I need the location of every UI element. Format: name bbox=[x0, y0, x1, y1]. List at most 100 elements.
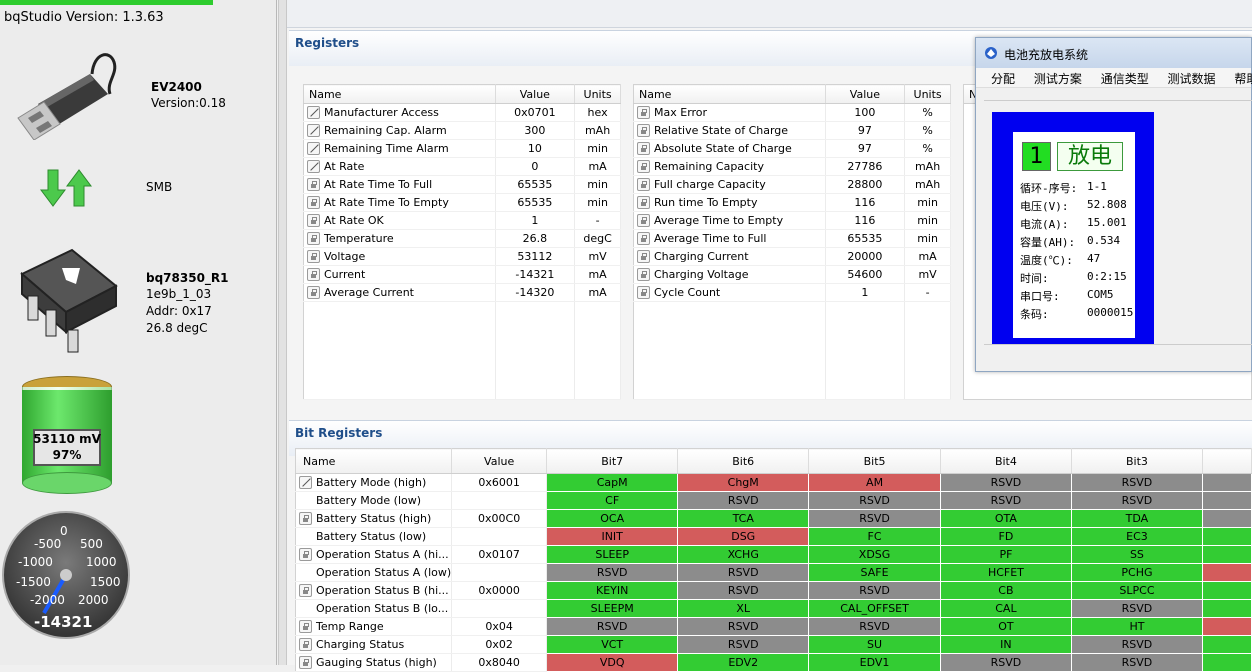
bit-cell: VDQ bbox=[546, 653, 679, 672]
column-header-units[interactable]: Units bbox=[574, 84, 621, 104]
bit-register-row[interactable]: Battery Mode (high) 0x6001 CapM ChgM AM RSVD R… bbox=[295, 473, 1252, 492]
register-row[interactable]: At Rate Time To Full 65535 min bbox=[303, 175, 621, 194]
edit-icon[interactable] bbox=[299, 476, 312, 490]
register-name-cell: Run time To Empty bbox=[633, 193, 826, 212]
bit-register-row[interactable]: Operation Status A (low) RSVD RSVD SAFE HCFE… bbox=[295, 563, 1252, 582]
menu-item-test-data[interactable]: 测试数据 bbox=[1167, 72, 1216, 86]
register-name-cell: Remaining Cap. Alarm bbox=[303, 121, 496, 140]
column-header-units[interactable]: Units bbox=[904, 84, 951, 104]
bit-cell: OT bbox=[940, 617, 1072, 636]
bit-register-row[interactable]: Battery Status (low) INIT DSG FC FD EC3 bbox=[295, 527, 1252, 546]
channel-mode: 放电 bbox=[1057, 142, 1123, 171]
register-row[interactable]: Voltage 53112 mV bbox=[303, 247, 621, 266]
register-row[interactable]: Charging Voltage 54600 mV bbox=[633, 265, 951, 284]
register-row[interactable]: Remaining Capacity 27786 mAh bbox=[633, 157, 951, 176]
edit-icon[interactable] bbox=[307, 160, 320, 174]
register-value[interactable]: 300 bbox=[495, 121, 576, 140]
register-name-cell: Manufacturer Access bbox=[303, 103, 496, 122]
column-header-name[interactable]: Name bbox=[633, 84, 826, 104]
menu-item-help[interactable]: 帮助 bbox=[1234, 72, 1252, 86]
register-name-cell: Charging Current bbox=[633, 247, 826, 266]
register-row[interactable]: Average Time to Full 65535 min bbox=[633, 229, 951, 248]
bit-register-row[interactable]: Battery Status (high) 0x00C0 OCA TCA RSVD OTA… bbox=[295, 509, 1252, 528]
app-icon bbox=[985, 47, 997, 59]
column-header-value[interactable]: Value bbox=[495, 84, 576, 104]
bit-cell: INIT bbox=[546, 527, 679, 546]
register-value: 1 bbox=[495, 211, 576, 230]
chip-icon[interactable] bbox=[12, 246, 124, 356]
edit-icon[interactable] bbox=[307, 124, 320, 138]
bit-register-name-cell: Battery Mode (high) bbox=[295, 473, 453, 492]
bit-register-row[interactable]: Battery Mode (low) CF RSVD RSVD RSVD RSVD bbox=[295, 491, 1252, 510]
edit-icon[interactable] bbox=[307, 142, 320, 156]
ev-version: Version:0.18 bbox=[151, 96, 226, 110]
register-row[interactable]: Average Current -14320 mA bbox=[303, 283, 621, 302]
bit-register-row[interactable]: Temp Range 0x04 RSVD RSVD RSVD OT HT bbox=[295, 617, 1252, 636]
bit-cell: ChgM bbox=[677, 473, 810, 492]
register-value[interactable]: 0x0701 bbox=[495, 103, 576, 122]
column-header-bit3[interactable]: Bit3 bbox=[1071, 448, 1203, 474]
edit-icon[interactable] bbox=[307, 106, 320, 120]
register-row[interactable]: Max Error 100% bbox=[633, 103, 951, 122]
register-name-cell: Full charge Capacity bbox=[633, 175, 826, 194]
menu-item-assign[interactable]: 分配 bbox=[991, 72, 1016, 86]
column-header-bit6[interactable]: Bit6 bbox=[677, 448, 810, 474]
register-row[interactable]: At Rate OK 1- bbox=[303, 211, 621, 230]
register-unit: mV bbox=[574, 247, 621, 266]
bit-cell: CAL_OFFSET bbox=[808, 599, 941, 618]
register-table-2: Name Value Units Max Error 100% Relative S… bbox=[633, 84, 951, 400]
register-row[interactable]: At Rate Time To Empty 65535 min bbox=[303, 193, 621, 212]
window-titlebar[interactable]: 电池充放电系统 bbox=[976, 38, 1251, 68]
bit-cell: CB bbox=[940, 581, 1072, 600]
reading-label: 条码: bbox=[1020, 308, 1049, 321]
bit-cell: RSVD bbox=[1071, 635, 1203, 654]
register-row[interactable]: Charging Current 20000 mA bbox=[633, 247, 951, 266]
column-header-value[interactable]: Value bbox=[451, 448, 548, 474]
column-header-more[interactable] bbox=[1202, 448, 1252, 474]
register-row[interactable]: Remaining Time Alarm 10 min bbox=[303, 139, 621, 158]
splitter[interactable] bbox=[278, 0, 287, 665]
battery-test-window[interactable]: 电池充放电系统 分配 测试方案 通信类型 测试数据 帮助 1 放电 循环-序号:… bbox=[975, 37, 1252, 372]
bit-register-value bbox=[451, 527, 548, 546]
register-row[interactable]: At Rate 0 mA bbox=[303, 157, 621, 176]
menu-item-comm-type[interactable]: 通信类型 bbox=[1100, 72, 1149, 86]
register-unit: min bbox=[574, 193, 621, 212]
register-row[interactable]: Current -14321 mA bbox=[303, 265, 621, 284]
gauge-tick-2000: 2000 bbox=[78, 593, 109, 607]
column-header-name[interactable]: Name bbox=[303, 84, 496, 104]
channel-card[interactable]: 1 放电 循环-序号: 1-1 电压(V): 52.808 电流(A): 15.001 容量… bbox=[1013, 132, 1135, 338]
bit-register-name: Battery Mode (low) bbox=[316, 493, 422, 507]
bit-register-name: Gauging Status (high) bbox=[316, 655, 437, 669]
bit-register-row[interactable]: Charging Status 0x02 VCT RSVD SU IN RSVD bbox=[295, 635, 1252, 654]
register-value[interactable]: 0 bbox=[495, 157, 576, 176]
menu-item-test-plan[interactable]: 测试方案 bbox=[1033, 72, 1082, 86]
register-row[interactable]: Absolute State of Charge 97% bbox=[633, 139, 951, 158]
bit-register-row[interactable]: Operation Status B (hi... 0x0000 KEYIN RSVD… bbox=[295, 581, 1252, 600]
bit-register-row[interactable]: Operation Status A (hi... 0x0107 SLEEP XCHG… bbox=[295, 545, 1252, 564]
reading-value: COM5 bbox=[1087, 288, 1114, 301]
register-row[interactable]: Relative State of Charge 97% bbox=[633, 121, 951, 140]
register-value[interactable]: 10 bbox=[495, 139, 576, 158]
register-row[interactable]: Remaining Cap. Alarm 300 mAh bbox=[303, 121, 621, 140]
column-header-bit7[interactable]: Bit7 bbox=[546, 448, 679, 474]
register-row[interactable]: Run time To Empty 116 min bbox=[633, 193, 951, 212]
version-label: bqStudio Version: 1.3.63 bbox=[4, 10, 164, 25]
bit-register-value: 0x04 bbox=[451, 617, 548, 636]
bit-register-row[interactable]: Gauging Status (high) 0x8040 VDQ EDV2 EDV1 RS… bbox=[295, 653, 1252, 672]
usb-plug-icon[interactable] bbox=[14, 44, 124, 140]
column-header-value[interactable]: Value bbox=[825, 84, 906, 104]
register-row[interactable]: Full charge Capacity 28800 mAh bbox=[633, 175, 951, 194]
bit-registers-title: Bit Registers bbox=[295, 426, 383, 440]
bit-register-value bbox=[451, 563, 548, 582]
bit-register-row[interactable]: Operation Status B (lo... SLEEPM XL CAL_OFF… bbox=[295, 599, 1252, 618]
register-row[interactable]: Cycle Count 1- bbox=[633, 283, 951, 302]
column-header-bit4[interactable]: Bit4 bbox=[940, 448, 1072, 474]
register-row[interactable]: Average Time to Empty 116 min bbox=[633, 211, 951, 230]
register-value: -14320 bbox=[495, 283, 576, 302]
column-header-name[interactable]: Name bbox=[295, 448, 453, 474]
register-unit: mA bbox=[574, 157, 621, 176]
column-header-bit5[interactable]: Bit5 bbox=[808, 448, 941, 474]
channel-reading: 串口号: COM5 bbox=[1020, 288, 1114, 304]
register-row[interactable]: Manufacturer Access 0x0701 hex bbox=[303, 103, 621, 122]
register-row[interactable]: Temperature 26.8 degC bbox=[303, 229, 621, 248]
